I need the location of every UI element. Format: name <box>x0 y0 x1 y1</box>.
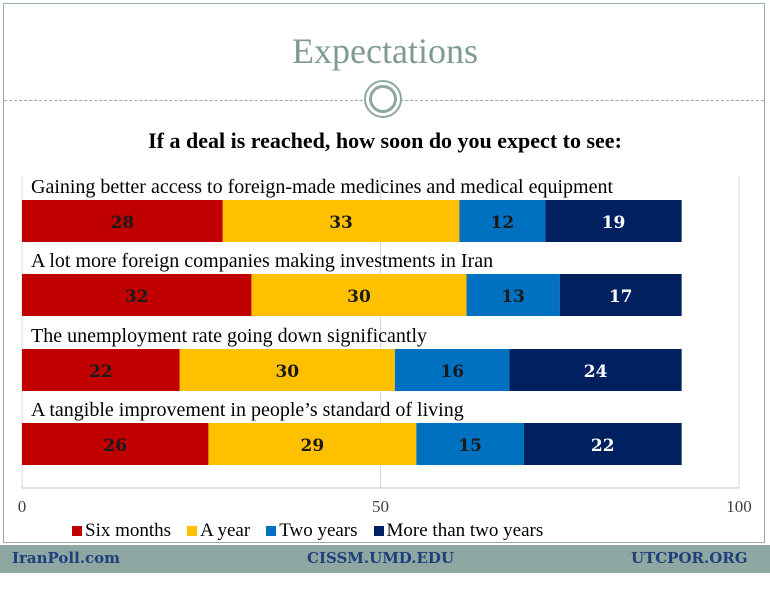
data-label: 26 <box>103 436 127 456</box>
x-tick-label: 0 <box>18 497 27 516</box>
legend-swatch-a-year <box>187 526 198 536</box>
bar-segment <box>22 423 209 465</box>
bar-segment <box>509 349 682 391</box>
footer-link-utcpor[interactable]: UTCPOR.ORG <box>631 549 748 567</box>
footer-link-iranpoll[interactable]: IranPoll.com <box>12 549 121 567</box>
legend-swatch-two-years <box>266 526 277 536</box>
legend-swatch-more-than-two-years <box>373 526 384 536</box>
legend-item-a-year: A year <box>187 520 250 542</box>
data-label: 12 <box>491 213 515 233</box>
bar-segment <box>179 349 395 391</box>
data-label: 30 <box>275 362 299 382</box>
bar-segment <box>466 274 560 316</box>
bar-segment <box>394 349 510 391</box>
bar-segment <box>559 274 682 316</box>
legend-label: A year <box>200 520 251 541</box>
data-label: 15 <box>458 436 482 456</box>
slide-frame <box>3 3 765 543</box>
bar-segment <box>22 349 180 391</box>
data-label: 19 <box>602 213 626 233</box>
chart-legend: Six months A year Two years More than tw… <box>72 520 543 542</box>
legend-item-six-months: Six months <box>72 520 171 542</box>
legend-item-two-years: Two years <box>266 520 358 542</box>
bar-segment <box>523 423 682 465</box>
data-label: 30 <box>347 287 371 307</box>
category-label: A lot more foreign companies making inve… <box>31 250 493 272</box>
data-label: 16 <box>440 362 464 382</box>
slide-title: Expectations <box>292 31 478 71</box>
category-label: Gaining better access to foreign-made me… <box>31 176 613 198</box>
x-tick-label: 100 <box>726 497 752 516</box>
data-label: 33 <box>329 213 353 233</box>
bar-segment <box>251 274 467 316</box>
divider-ornament-ring <box>369 85 397 113</box>
chart-title: If a deal is reached, how soon do you ex… <box>148 128 622 153</box>
data-label: 22 <box>591 436 615 456</box>
bar-segment <box>459 200 546 242</box>
data-label: 32 <box>125 287 149 307</box>
legend-label: More than two years <box>386 520 544 541</box>
bar-segment <box>222 200 460 242</box>
footer-link-cissm[interactable]: CISSM.UMD.EDU <box>307 549 455 567</box>
data-label: 22 <box>89 362 113 382</box>
category-label: A tangible improvement in people’s stand… <box>31 399 464 421</box>
legend-label: Six months <box>85 520 172 541</box>
stacked-bar-chart: 0 50 100 Gaining better access to foreign-m… <box>18 176 752 516</box>
bar-segment <box>22 200 223 242</box>
bar-segment <box>208 423 417 465</box>
data-label: 28 <box>111 213 135 233</box>
data-label: 13 <box>501 287 525 307</box>
data-label: 24 <box>584 362 608 382</box>
legend-item-more-than-two-years: More than two years <box>373 520 544 542</box>
bar-segment <box>416 423 524 465</box>
bar-segment <box>545 200 682 242</box>
data-label: 29 <box>301 436 325 456</box>
x-tick-label: 50 <box>372 497 389 516</box>
legend-swatch-six-months <box>72 526 82 536</box>
data-label: 17 <box>609 287 633 307</box>
footer-bar: IranPoll.com CISSM.UMD.EDU UTCPOR.ORG <box>0 545 770 573</box>
legend-label: Two years <box>279 520 358 541</box>
category-label: The unemployment rate going down signifi… <box>31 325 427 347</box>
bar-segment <box>22 274 252 316</box>
